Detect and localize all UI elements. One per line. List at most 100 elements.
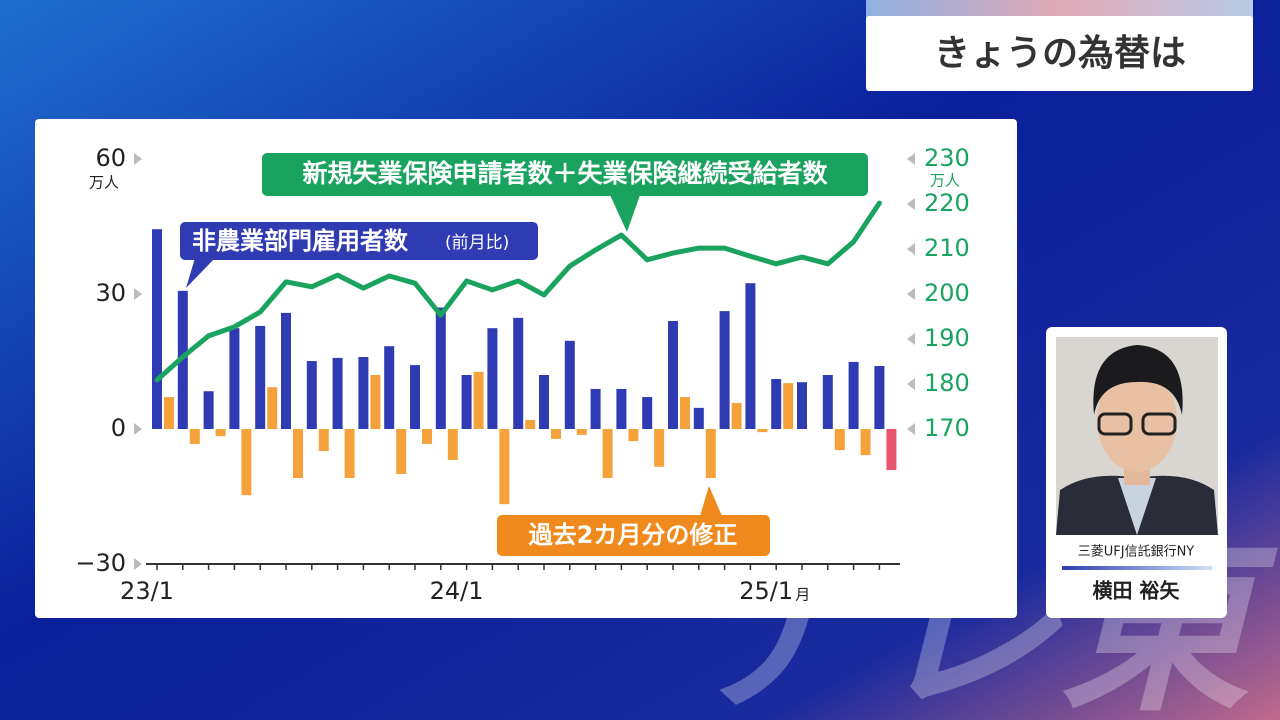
- bar: [860, 429, 871, 456]
- y-tick: [134, 153, 142, 165]
- bar: [705, 429, 716, 479]
- bar: [822, 375, 833, 429]
- annotation-pointer: [186, 258, 215, 288]
- bar: [229, 328, 240, 429]
- bar: [255, 325, 266, 429]
- bar: [473, 371, 484, 429]
- photo-glasses: [1141, 412, 1177, 436]
- bar: [693, 407, 704, 429]
- y-unit: 万人: [89, 174, 119, 192]
- header-box: [866, 16, 1253, 91]
- bar: [306, 361, 317, 429]
- bar: [680, 397, 690, 429]
- bar: [616, 388, 627, 429]
- x-tick-label: 23/1: [120, 577, 174, 605]
- y2-tick-label: 220: [924, 189, 970, 217]
- y2-unit: 万人: [930, 172, 960, 190]
- bar: [539, 375, 549, 429]
- line: [154, 200, 882, 383]
- bar: [215, 429, 226, 437]
- y2-tick: [907, 333, 915, 345]
- bar: [332, 357, 343, 429]
- bar: [564, 340, 575, 429]
- bar: [422, 429, 432, 444]
- bar: [783, 383, 794, 429]
- bar: [358, 357, 369, 429]
- header-bar: [866, 0, 1253, 18]
- bar: [164, 397, 174, 429]
- y2-tick-label: 180: [924, 369, 970, 397]
- photo-shirt: [1118, 478, 1156, 535]
- photo-glasses: [1097, 412, 1133, 436]
- y-tick: [134, 423, 142, 435]
- bar: [731, 402, 742, 429]
- y2-tick-label: 230: [924, 144, 970, 172]
- bar: [293, 429, 303, 479]
- y2-tick: [907, 288, 915, 300]
- speaker-photo: [1056, 337, 1218, 535]
- bar: [525, 420, 536, 429]
- bar: [642, 397, 653, 429]
- annotation-box: [497, 515, 770, 556]
- bar: [590, 388, 601, 429]
- y2-tick: [907, 423, 915, 435]
- annotation-pointer: [610, 195, 640, 232]
- bar: [203, 391, 214, 429]
- y-tick-label: 0: [111, 414, 126, 442]
- bar: [499, 429, 510, 505]
- x-tick-label: 24/1: [430, 577, 484, 605]
- header-title: きょうの為替は: [934, 33, 1186, 74]
- bar: [886, 429, 897, 470]
- y-tick-label: 60: [95, 144, 126, 172]
- bar: [461, 375, 472, 429]
- bar: [874, 366, 885, 429]
- photo-hair: [1093, 345, 1183, 415]
- bar: [435, 307, 446, 429]
- bar: [771, 379, 782, 429]
- bar: [551, 429, 561, 439]
- speaker-underline: [1062, 566, 1212, 570]
- bar: [152, 229, 162, 429]
- bar: [396, 429, 407, 474]
- y2-tick-label: 190: [924, 324, 970, 352]
- line-label: 新規失業保険申請者数＋失業保険継続受給者数: [302, 159, 828, 188]
- bar: [384, 346, 395, 429]
- bar: [487, 328, 498, 429]
- bar: [281, 312, 291, 429]
- revision-label: 過去2カ月分の修正: [529, 521, 738, 549]
- bar: [654, 429, 665, 467]
- y2-tick: [907, 153, 915, 165]
- bar: [757, 429, 768, 433]
- y-tick-label: −30: [75, 549, 126, 577]
- bar-note: (前月比): [445, 233, 509, 253]
- bar: [344, 429, 355, 479]
- bar: [834, 429, 845, 451]
- bar: [410, 365, 420, 429]
- y-tick: [134, 558, 142, 570]
- bar: [719, 311, 730, 429]
- y2-tick: [907, 243, 915, 255]
- y2-tick: [907, 198, 915, 210]
- bar: [370, 375, 381, 429]
- bar: [513, 317, 524, 429]
- annotation-box: [180, 222, 538, 260]
- bar: [797, 382, 807, 429]
- bar: [602, 429, 613, 479]
- y2-tick-label: 210: [924, 234, 970, 262]
- bar-label: 非農業部門雇用者数: [192, 227, 409, 255]
- bar: [745, 283, 756, 429]
- photo-face: [1097, 368, 1177, 472]
- bar: [447, 429, 458, 461]
- bar: [189, 429, 200, 444]
- bar: [241, 429, 252, 496]
- y2-tick-label: 200: [924, 279, 970, 307]
- y2-tick: [907, 378, 915, 390]
- y-tick: [134, 288, 142, 300]
- speaker-name: 横田 裕矢: [1093, 579, 1181, 603]
- x-unit: 月: [795, 586, 810, 604]
- y2-tick-label: 170: [924, 414, 970, 442]
- bar: [576, 429, 587, 435]
- bar: [848, 361, 859, 429]
